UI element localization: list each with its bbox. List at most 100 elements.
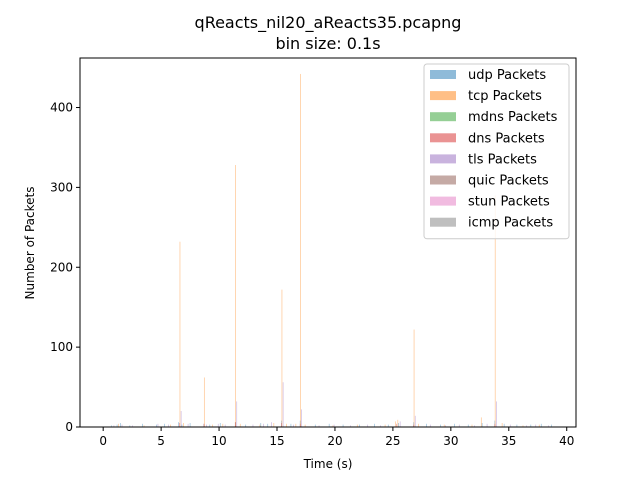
bar-tcp-4 <box>183 423 184 427</box>
bar-dns-3 <box>281 423 282 427</box>
y-tick-label-400: 400 <box>50 101 73 115</box>
legend-label-icmp: icmp Packets <box>468 216 553 231</box>
bar-udp-15 <box>260 423 262 427</box>
bar-udp-26 <box>398 423 400 427</box>
bar-tls-30 <box>509 424 511 427</box>
legend-swatch-stun <box>430 196 456 206</box>
legend-label-stun: stun Packets <box>468 195 550 210</box>
legend-label-udp: udp Packets <box>468 68 546 83</box>
bar-tls-0 <box>113 425 115 427</box>
x-tick-label-10: 10 <box>211 434 226 448</box>
bar-tcp-27 <box>494 195 496 427</box>
x-tick-label-25: 25 <box>385 434 400 448</box>
bar-udp-29 <box>440 424 441 427</box>
bar-tls-26 <box>458 424 460 427</box>
bar-tls-20 <box>367 424 369 427</box>
bar-tcp-21 <box>397 419 399 427</box>
x-axis-label: Time (s) <box>303 457 353 471</box>
bar-tcp-13 <box>286 423 287 427</box>
bar-tls-15 <box>293 424 294 427</box>
legend-swatch-icmp <box>430 217 456 227</box>
legend-label-quic: quic Packets <box>468 174 549 189</box>
bar-udp-21 <box>328 423 330 427</box>
bar-dns-4 <box>299 423 301 427</box>
bar-tls-31 <box>526 425 527 427</box>
legend-label-tcp: tcp Packets <box>468 89 542 104</box>
legend-swatch-udp <box>430 70 456 79</box>
bar-tcp-1 <box>143 425 145 427</box>
bar-dns-0 <box>179 423 180 427</box>
bar-tcp-20 <box>395 421 396 427</box>
legend-label-dns: dns Packets <box>468 131 545 146</box>
bar-tcp-28 <box>501 423 503 427</box>
bar-tcp-8 <box>235 165 236 427</box>
bar-tcp-15 <box>300 73 301 427</box>
bar-tcp-5 <box>203 377 205 427</box>
bar-tcp-16 <box>304 424 306 427</box>
bar-udp-14 <box>245 424 247 427</box>
bar-udp-35 <box>516 424 518 427</box>
bar-tcp-14 <box>295 423 297 427</box>
bar-tls-16 <box>301 409 302 427</box>
bar-tcp-2 <box>170 424 172 427</box>
bar-tcp-6 <box>212 424 213 427</box>
bar-tcp-26 <box>480 417 482 427</box>
bar-tcp-11 <box>273 423 275 427</box>
bar-udp-38 <box>551 424 552 427</box>
bar-udp-12 <box>219 423 221 427</box>
bar-tls-17 <box>318 425 320 427</box>
bar-tls-29 <box>496 401 497 427</box>
bar-tls-14 <box>282 382 284 427</box>
bar-udp-6 <box>164 423 165 427</box>
bar-udp-18 <box>290 423 292 427</box>
chart-title: qReacts_nil20_aReacts35.pcapng <box>195 13 462 33</box>
bar-udp-34 <box>503 423 505 427</box>
bar-tls-3 <box>157 423 159 427</box>
x-axis-ticks: 0 5 10 15 20 25 30 35 40 <box>99 427 574 448</box>
legend: udp Packets tcp Packets mdns Packets dns Pa… <box>423 63 570 240</box>
x-tick-label-40: 40 <box>559 434 574 448</box>
bar-tcp-29 <box>522 425 524 427</box>
legend-swatch-tcp <box>430 91 456 101</box>
legend-swatch-mdns <box>430 112 456 122</box>
bar-tls-25 <box>445 425 446 427</box>
bar-tls-13 <box>271 422 272 427</box>
bar-udp-37 <box>540 423 542 427</box>
bar-tls-2 <box>132 425 133 427</box>
bar-tls-6 <box>187 423 189 427</box>
bar-tcp-10 <box>259 424 261 427</box>
bar-dns-7 <box>494 423 496 427</box>
legend-label-mdns: mdns Packets <box>468 110 558 125</box>
bar-tcp-9 <box>239 423 241 427</box>
bar-tls-9 <box>224 424 226 427</box>
bar-udp-28 <box>426 423 427 427</box>
bar-tcp-23 <box>418 423 420 427</box>
bar-tls-32 <box>535 424 537 427</box>
bar-udp-32 <box>481 423 483 427</box>
plot-frame <box>79 57 577 428</box>
bar-udp-24 <box>374 423 375 427</box>
bar-udp-4 <box>142 423 143 427</box>
bar-udp-16 <box>267 423 269 427</box>
legend-box <box>423 63 570 240</box>
bar-tcp-24 <box>443 424 445 427</box>
bar-tls-12 <box>263 423 264 427</box>
bar-udp-22 <box>342 424 344 427</box>
bar-udp-25 <box>387 424 389 427</box>
legend-swatch-quic <box>430 175 456 185</box>
x-tick-label-30: 30 <box>443 434 458 448</box>
bar-udp-36 <box>530 424 532 427</box>
bar-tls-18 <box>333 424 335 427</box>
bar-udp-1 <box>116 424 118 427</box>
bar-tcp-19 <box>384 424 386 427</box>
bar-tcp-30 <box>538 424 540 427</box>
bar-tls-27 <box>474 425 475 427</box>
y-axis-ticks: 0 100 200 300 400 <box>50 101 80 434</box>
bar-tcp-17 <box>332 425 334 427</box>
bar-tls-8 <box>217 423 219 427</box>
bar-tls-4 <box>168 424 169 427</box>
bar-udp-31 <box>467 424 469 427</box>
bar-udp-3 <box>129 425 131 427</box>
bar-tls-33 <box>548 425 549 427</box>
